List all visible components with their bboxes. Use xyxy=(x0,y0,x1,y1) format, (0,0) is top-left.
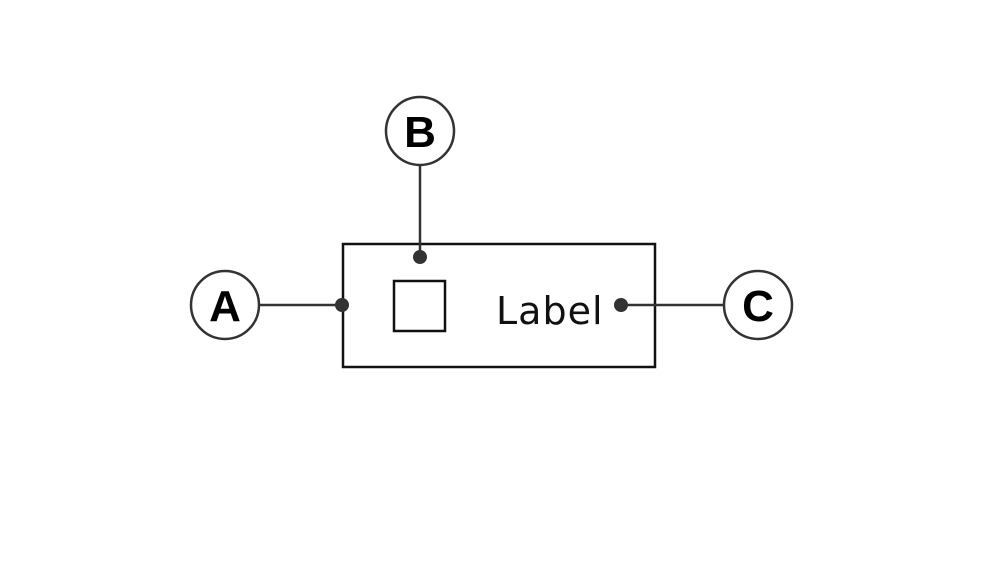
callout-circle-c xyxy=(722,269,794,341)
callout-a: A xyxy=(189,269,261,341)
anchor-dot-c xyxy=(614,298,628,312)
callout-c: C xyxy=(722,269,794,341)
callout-letter-a: A xyxy=(209,282,241,331)
callout-circle-b xyxy=(384,95,456,167)
component-label: Label xyxy=(496,289,604,333)
anchor-dot-b xyxy=(413,250,427,264)
callout-b: B xyxy=(384,95,456,167)
callout-letter-b: B xyxy=(404,108,436,157)
callout-circle-a xyxy=(189,269,261,341)
anchor-dot-a xyxy=(335,298,349,312)
callout-letter-c: C xyxy=(742,282,774,331)
checkbox xyxy=(392,279,447,333)
